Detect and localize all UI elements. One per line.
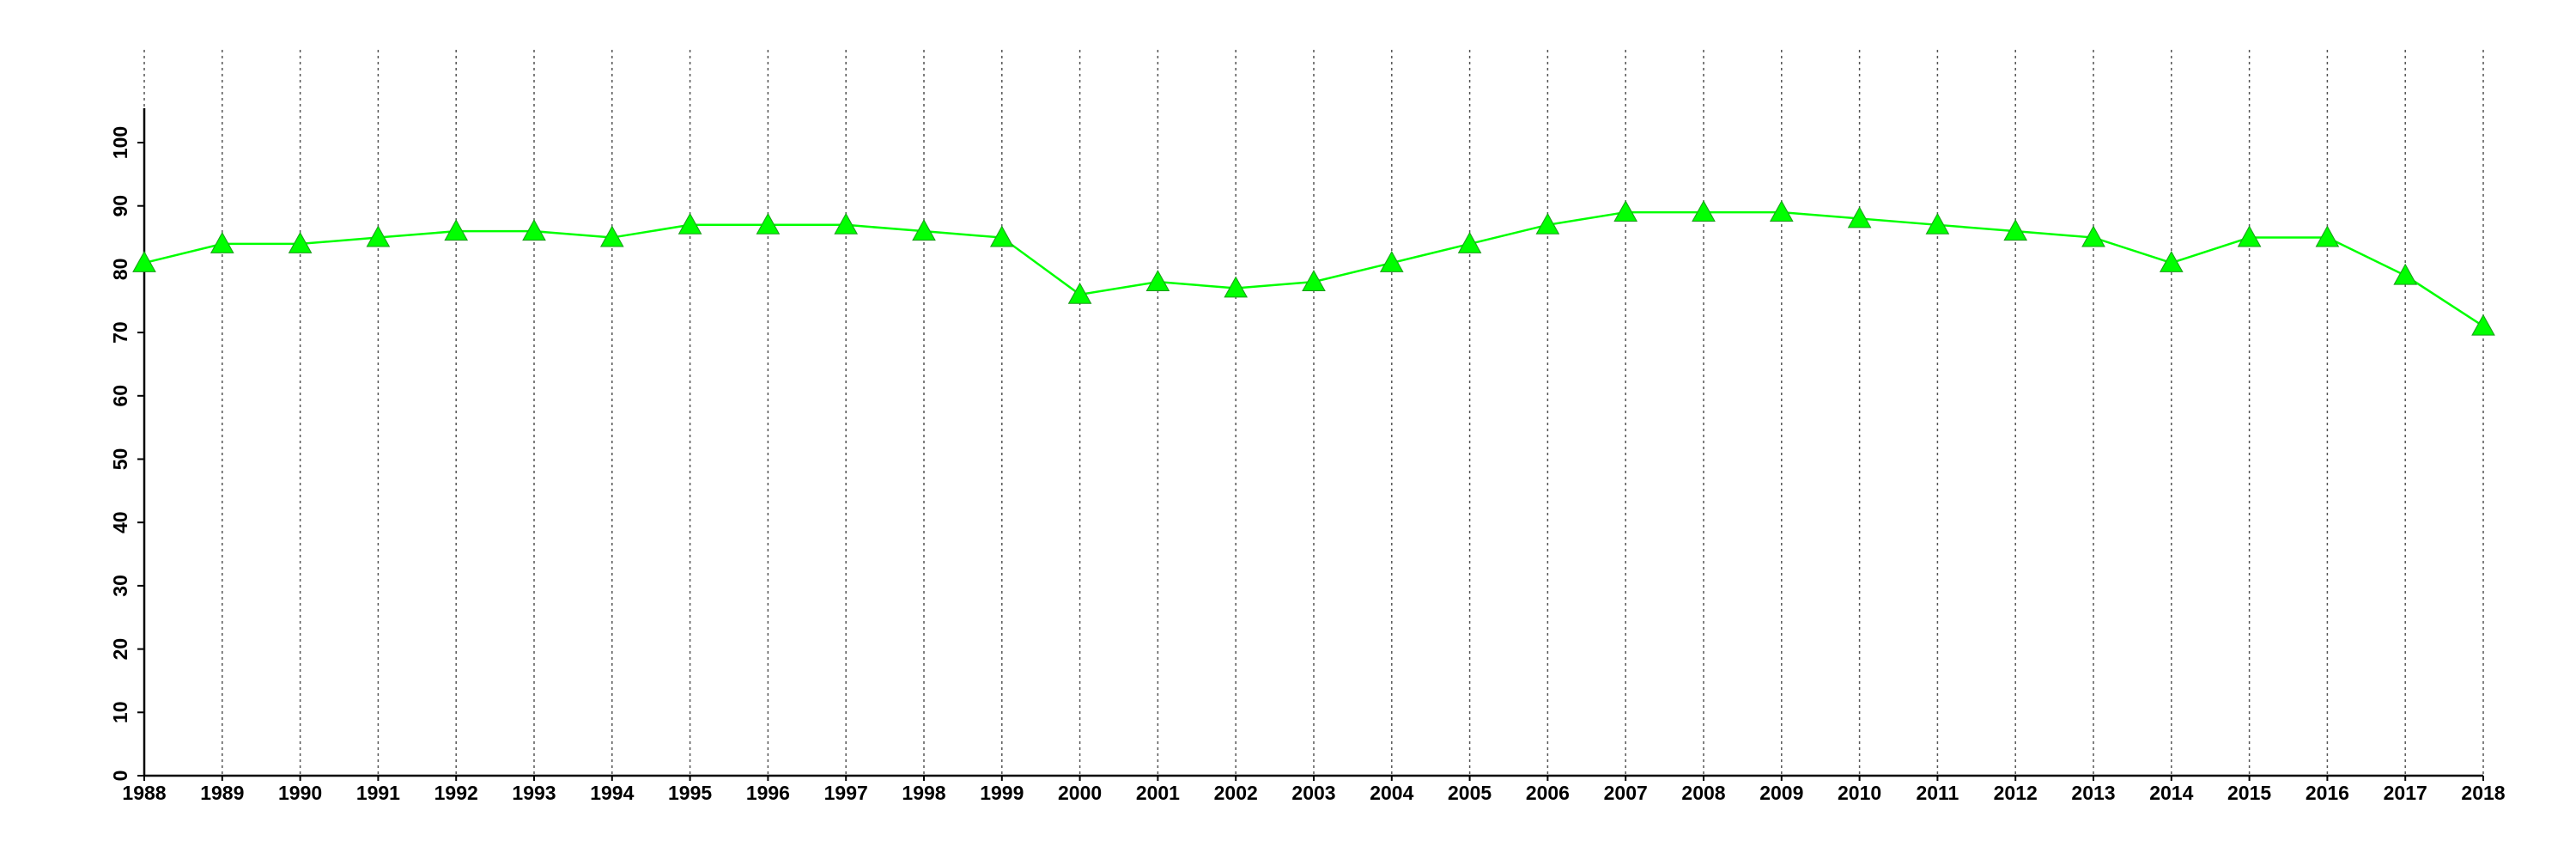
data-point bbox=[2315, 225, 2340, 247]
x-tick-label: 2017 bbox=[2384, 782, 2427, 804]
data-point bbox=[1925, 212, 1950, 235]
x-tick-label: 2016 bbox=[2306, 782, 2349, 804]
x-tick-label: 1999 bbox=[980, 782, 1024, 804]
x-tick-label: 2003 bbox=[1291, 782, 1335, 804]
y-tick-label: 10 bbox=[109, 702, 131, 724]
x-tick-label: 2005 bbox=[1448, 782, 1492, 804]
data-point bbox=[599, 225, 624, 247]
y-tick-label: 80 bbox=[109, 259, 131, 281]
data-point bbox=[2471, 314, 2495, 336]
y-tick-label: 60 bbox=[109, 385, 131, 407]
data-point bbox=[677, 212, 702, 235]
y-tick-label: 20 bbox=[109, 638, 131, 661]
x-tick-label: 1989 bbox=[200, 782, 244, 804]
x-tick-label: 1990 bbox=[278, 782, 322, 804]
data-point bbox=[912, 219, 936, 241]
data-point bbox=[1224, 276, 1249, 298]
y-tick-label: 40 bbox=[109, 511, 131, 533]
y-tick-label: 90 bbox=[109, 195, 131, 217]
x-tick-label: 2010 bbox=[1838, 782, 1881, 804]
x-tick-label: 1997 bbox=[824, 782, 868, 804]
data-point bbox=[2393, 263, 2418, 285]
data-point bbox=[1847, 206, 1872, 228]
data-point bbox=[2081, 225, 2105, 247]
y-tick-label: 0 bbox=[109, 771, 131, 782]
data-point bbox=[756, 212, 781, 235]
data-point bbox=[989, 225, 1014, 247]
x-tick-label: 2008 bbox=[1681, 782, 1725, 804]
data-point bbox=[444, 219, 469, 241]
data-point bbox=[2003, 219, 2028, 241]
data-point bbox=[1692, 200, 1716, 222]
data-point bbox=[1145, 270, 1170, 292]
data-point bbox=[132, 251, 156, 272]
x-tick-label: 2015 bbox=[2227, 782, 2271, 804]
x-tick-label: 2012 bbox=[1994, 782, 2038, 804]
x-tick-label: 1988 bbox=[122, 782, 166, 804]
x-tick-label: 2000 bbox=[1058, 782, 1102, 804]
data-point bbox=[366, 225, 391, 247]
y-tick-label: 100 bbox=[109, 126, 131, 159]
data-point bbox=[834, 212, 859, 235]
x-tick-label: 2011 bbox=[1916, 782, 1959, 804]
x-tick-label: 2006 bbox=[1526, 782, 1570, 804]
x-tick-label: 2007 bbox=[1604, 782, 1648, 804]
x-tick-label: 2014 bbox=[2149, 782, 2193, 804]
x-tick-label: 2013 bbox=[2071, 782, 2115, 804]
x-tick-label: 1998 bbox=[902, 782, 945, 804]
y-tick-label: 70 bbox=[109, 321, 131, 344]
data-point bbox=[2159, 251, 2184, 272]
data-point bbox=[2237, 225, 2262, 247]
y-tick-label: 50 bbox=[109, 448, 131, 471]
x-tick-label: 1993 bbox=[512, 782, 556, 804]
data-point bbox=[1457, 231, 1482, 253]
y-tick-label: 30 bbox=[109, 575, 131, 597]
x-tick-label: 2018 bbox=[2461, 782, 2505, 804]
data-point bbox=[288, 231, 313, 253]
x-tick-label: 1994 bbox=[590, 782, 634, 804]
data-point bbox=[1067, 282, 1092, 304]
data-point bbox=[522, 219, 546, 241]
data-point bbox=[1302, 270, 1326, 292]
x-tick-label: 2002 bbox=[1214, 782, 1258, 804]
x-tick-label: 2004 bbox=[1370, 782, 1413, 804]
x-tick-label: 1992 bbox=[434, 782, 478, 804]
data-point bbox=[1379, 251, 1404, 272]
x-tick-label: 1991 bbox=[356, 782, 400, 804]
x-tick-label: 1995 bbox=[668, 782, 712, 804]
data-point bbox=[210, 231, 234, 253]
data-point bbox=[1535, 212, 1560, 235]
x-tick-label: 1996 bbox=[746, 782, 790, 804]
data-point bbox=[1769, 200, 1794, 222]
data-point bbox=[1613, 200, 1638, 222]
x-tick-label: 2009 bbox=[1759, 782, 1803, 804]
x-tick-label: 2001 bbox=[1136, 782, 1180, 804]
